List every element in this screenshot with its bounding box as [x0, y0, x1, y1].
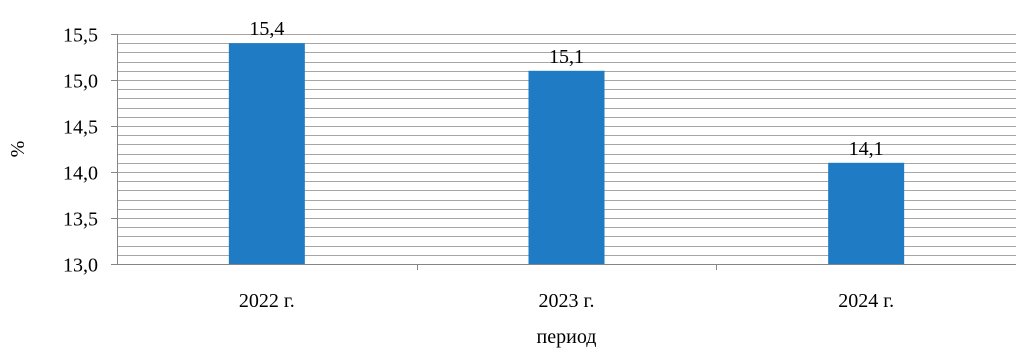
y-tick-label: 15,5	[63, 25, 98, 47]
axes	[111, 34, 1016, 270]
bars	[228, 43, 905, 265]
bar	[228, 43, 305, 265]
data-label: 15,1	[549, 46, 584, 68]
x-tick-label: 2024 г.	[838, 290, 894, 312]
x-tick-label: 2023 г.	[539, 290, 595, 312]
bar	[528, 70, 605, 264]
x-axis-title: период	[537, 326, 597, 348]
x-tick-label: 2022 г.	[239, 290, 295, 312]
y-tick-label: 13,0	[63, 255, 98, 277]
bar	[828, 162, 905, 264]
y-axis-title: %	[7, 141, 29, 158]
y-tick-label: 14,0	[63, 163, 98, 185]
data-label: 15,4	[249, 18, 284, 40]
labels: 13,0 13,5 14,0 14,5 15,0 15,5 15,4 2022 г. 15,1 2…	[63, 18, 894, 312]
y-tick-label: 13,5	[63, 209, 98, 231]
y-tick-label: 15,0	[63, 71, 98, 93]
data-label: 14,1	[849, 138, 884, 160]
y-tick-label: 14,5	[63, 117, 98, 139]
